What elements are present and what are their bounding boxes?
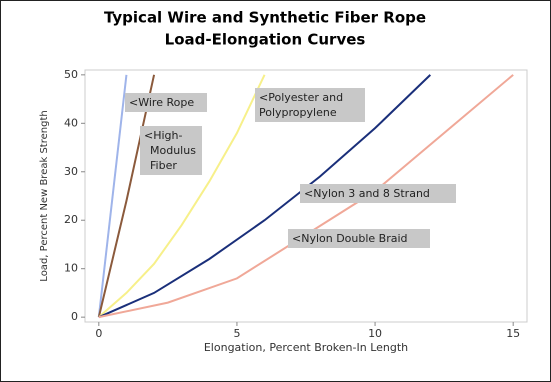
y-tick-label: 0	[71, 310, 78, 323]
annotation-box	[140, 126, 202, 175]
annotation: <Wire Rope	[129, 96, 194, 109]
annotation: Fiber	[150, 159, 177, 172]
y-tick-label: 10	[64, 262, 78, 275]
chart-title: Typical Wire and Synthetic Fiber Rope	[104, 9, 426, 27]
x-tick-label: 15	[506, 327, 520, 340]
series-line	[97, 74, 156, 318]
y-tick-label: 50	[64, 68, 78, 81]
annotation-box	[300, 184, 456, 203]
annotation: <Nylon 3 and 8 Strand	[304, 187, 430, 200]
annotation-box	[288, 229, 430, 248]
annotation: <High-	[144, 129, 182, 142]
annotation: Modulus	[150, 144, 196, 157]
annotation: <Polyester and	[259, 91, 343, 104]
y-axis-label: Load, Percent New Break Strength	[39, 110, 50, 281]
annotation: Polypropylene	[259, 106, 337, 119]
annotation-box	[255, 88, 365, 122]
y-tick-label: 30	[64, 165, 78, 178]
x-axis-label: Elongation, Percent Broken-In Length	[204, 341, 408, 354]
series-line	[98, 74, 266, 318]
x-tick-label: 5	[233, 327, 240, 340]
series-line	[98, 74, 432, 319]
y-tick-label: 20	[64, 213, 78, 226]
annotation: <Nylon Double Braid	[292, 232, 408, 245]
x-tick-label: 10	[368, 327, 382, 340]
x-tick-label: 0	[95, 327, 102, 340]
y-tick-label: 40	[64, 116, 78, 129]
annotation-box	[125, 93, 207, 112]
series-line	[97, 74, 128, 318]
chart-title: Load-Elongation Curves	[165, 31, 366, 49]
